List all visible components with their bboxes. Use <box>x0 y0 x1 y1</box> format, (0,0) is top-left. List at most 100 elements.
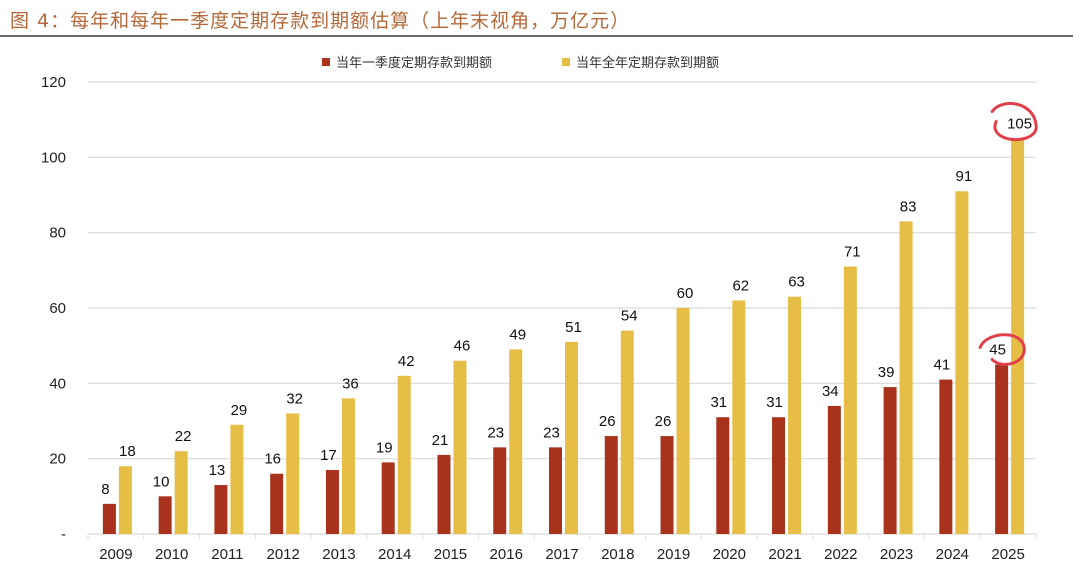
bar-full-year <box>174 451 188 534</box>
data-label-q1: 26 <box>655 413 672 430</box>
bar-q1 <box>549 447 562 534</box>
x-tick-label: 2024 <box>936 546 969 563</box>
bar-q1 <box>939 379 953 534</box>
bar-full-year <box>230 424 244 534</box>
annotation-circle-full-year <box>990 102 1038 142</box>
data-label-full-year: 54 <box>621 308 638 325</box>
y-tick-label: - <box>61 526 66 543</box>
x-tick-label: 2013 <box>322 546 355 563</box>
data-label-full-year: 91 <box>956 168 973 185</box>
bar-q1 <box>827 405 841 534</box>
data-label-q1: 23 <box>487 424 504 441</box>
bar-full-year <box>286 413 300 534</box>
data-label-full-year: 51 <box>565 319 582 336</box>
x-tick-label: 2009 <box>99 546 132 563</box>
y-tick-label: 40 <box>49 375 66 392</box>
data-label-full-year: 62 <box>732 277 749 294</box>
data-label-full-year: 42 <box>398 353 415 370</box>
bar-q1 <box>214 485 228 534</box>
data-label-q1: 39 <box>878 364 895 381</box>
annotations <box>978 102 1038 366</box>
bar-full-year <box>118 466 132 534</box>
legend-label: 当年全年定期存款到期额 <box>576 55 719 71</box>
bar-q1 <box>437 454 451 534</box>
x-tick-label: 2022 <box>824 546 857 563</box>
x-tick-label: 2019 <box>657 546 690 563</box>
bar-full-year <box>397 375 411 534</box>
data-label-q1: 8 <box>101 481 109 498</box>
x-tick-label: 2015 <box>434 546 467 563</box>
bar-q1 <box>716 417 730 534</box>
data-label-q1: 31 <box>710 394 727 411</box>
y-tick-label: 80 <box>49 225 66 242</box>
data-label-q1: 10 <box>153 473 170 490</box>
x-tick-label: 2016 <box>490 546 523 563</box>
annotation-circle-q1 <box>978 333 1026 366</box>
data-label-q1: 21 <box>432 432 449 449</box>
bar-q1 <box>604 436 618 534</box>
bar-q1 <box>660 436 674 534</box>
data-label-full-year: 29 <box>231 402 248 419</box>
data-labels: 8 10 13 16 17 19 21 23 23 26 26 31 31 34 39 41 45 18 22 29 3… <box>101 116 1032 498</box>
data-label-full-year: 63 <box>788 274 805 291</box>
data-label-full-year: 49 <box>509 326 526 343</box>
x-tick-label: 2010 <box>155 546 188 563</box>
bar-q1 <box>995 364 1009 534</box>
bar-full-year <box>843 266 857 534</box>
data-label-full-year: 46 <box>454 338 471 355</box>
bar-q1 <box>158 496 172 534</box>
bar-q1 <box>325 469 339 534</box>
bar-q1 <box>772 417 786 534</box>
data-label-q1: 13 <box>209 462 226 479</box>
data-label-full-year: 105 <box>1007 116 1032 133</box>
data-label-q1: 17 <box>320 447 337 464</box>
bar-full-year <box>899 221 913 534</box>
bar-q1 <box>381 462 395 534</box>
legend-label: 当年一季度定期存款到期额 <box>336 55 492 71</box>
legend-swatch <box>322 58 330 66</box>
data-label-q1: 16 <box>264 451 281 468</box>
title-divider <box>0 35 1073 37</box>
bar-q1 <box>270 473 284 534</box>
data-label-q1: 41 <box>934 357 951 374</box>
data-label-q1: 31 <box>766 394 783 411</box>
x-axis: 2009 2010 2011 2012 2013 2014 2015 2016 2017 2018… <box>87 534 1037 563</box>
gridlines <box>88 81 1036 535</box>
x-tick-label: 2011 <box>211 546 243 563</box>
x-tick-label: 2018 <box>601 546 634 563</box>
data-label-q1: 23 <box>543 424 560 441</box>
data-label-full-year: 22 <box>175 428 192 445</box>
y-tick-label: 120 <box>41 74 66 91</box>
chart-title: 图 4：每年和每年一季度定期存款到期额估算（上年末视角，万亿元） <box>10 10 631 32</box>
bars <box>102 138 1025 534</box>
x-tick-label: 2021 <box>768 546 801 563</box>
data-label-q1: 19 <box>376 439 393 456</box>
x-tick-label: 2014 <box>378 546 411 563</box>
bar-full-year <box>341 398 355 534</box>
bar-full-year <box>620 330 634 534</box>
bar-full-year <box>955 191 969 534</box>
x-tick-label: 2025 <box>991 546 1024 563</box>
data-label-q1: 26 <box>599 413 616 430</box>
x-tick-label: 2017 <box>545 546 578 563</box>
bar-full-year <box>565 341 578 534</box>
bar-full-year <box>676 308 690 534</box>
x-tick-label: 2023 <box>880 546 913 563</box>
data-label-full-year: 60 <box>677 285 694 302</box>
y-tick-label: 20 <box>49 451 66 468</box>
data-label-q1: 34 <box>822 383 839 400</box>
data-label-full-year: 83 <box>900 198 917 215</box>
y-axis: - 20 40 60 80 100 120 <box>41 74 66 543</box>
bar-full-year <box>453 360 467 534</box>
bar-full-year <box>788 296 802 534</box>
bar-full-year <box>509 349 523 534</box>
data-label-full-year: 18 <box>119 443 136 460</box>
legend-swatch <box>562 58 570 66</box>
y-tick-label: 60 <box>49 300 66 317</box>
bar-q1 <box>883 387 897 534</box>
x-tick-label: 2020 <box>713 546 746 563</box>
bar-q1 <box>102 503 116 534</box>
legend: 当年一季度定期存款到期额 当年全年定期存款到期额 <box>322 55 719 71</box>
data-label-full-year: 71 <box>844 244 861 261</box>
